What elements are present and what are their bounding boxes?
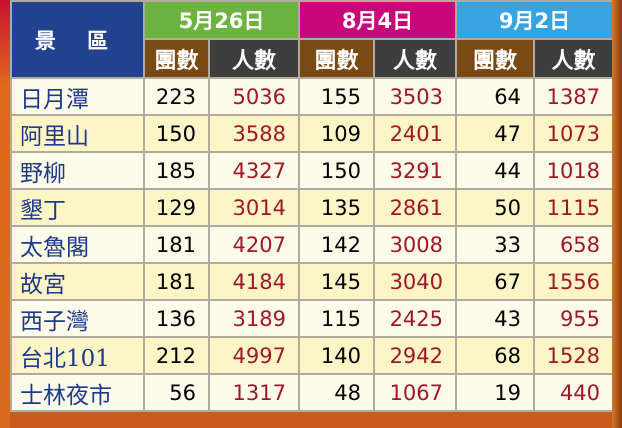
group-count: 47	[455, 114, 536, 153]
group-count: 181	[143, 262, 210, 301]
people-count-header: 人數	[533, 38, 615, 79]
area-header: 景 區	[10, 0, 145, 79]
group-count: 50	[455, 188, 536, 227]
table-row: 太魯閣 181 4207 142 3008 33 658	[10, 225, 615, 264]
group-count: 136	[143, 299, 210, 338]
group-count: 181	[143, 225, 210, 264]
people-count: 4184	[208, 262, 300, 301]
date-header: 9月2日	[455, 0, 615, 40]
group-count-header: 團數	[455, 38, 536, 79]
group-count: 155	[298, 77, 375, 116]
group-count-header: 團數	[298, 38, 375, 79]
area-name: 日月潭	[10, 77, 145, 116]
group-count: 223	[143, 77, 210, 116]
group-count: 145	[298, 262, 375, 301]
area-name: 野柳	[10, 151, 145, 190]
area-name: 西子灣	[10, 299, 145, 338]
table-row: 故宮 181 4184 145 3040 67 1556	[10, 262, 615, 301]
table-row: 日月潭 223 5036 155 3503 64 1387	[10, 77, 615, 116]
people-count: 1067	[372, 373, 458, 412]
people-count: 955	[533, 299, 615, 338]
group-count: 109	[298, 114, 375, 153]
table-row: 野柳 185 4327 150 3291 44 1018	[10, 151, 615, 190]
table-row: 阿里山 150 3588 109 2401 47 1073	[10, 114, 615, 153]
people-count: 1317	[208, 373, 300, 412]
group-count: 212	[143, 336, 210, 375]
area-name: 墾丁	[10, 188, 145, 227]
people-count: 1018	[533, 151, 615, 190]
people-count: 2942	[372, 336, 458, 375]
group-count: 48	[298, 373, 375, 412]
left-border	[0, 0, 10, 428]
people-count: 2425	[372, 299, 458, 338]
people-count: 4207	[208, 225, 300, 264]
people-count: 3291	[372, 151, 458, 190]
people-count: 2401	[372, 114, 458, 153]
area-name: 故宮	[10, 262, 145, 301]
group-count: 142	[298, 225, 375, 264]
people-count: 1556	[533, 262, 615, 301]
group-count: 185	[143, 151, 210, 190]
group-count: 19	[455, 373, 536, 412]
people-count: 3189	[208, 299, 300, 338]
group-count: 140	[298, 336, 375, 375]
table-row: 台北101 212 4997 140 2942 68 1528	[10, 336, 615, 375]
people-count: 3588	[208, 114, 300, 153]
group-count: 43	[455, 299, 536, 338]
group-count: 115	[298, 299, 375, 338]
visitor-table: 景 區 5月26日 8月4日 9月2日 團數 人數 團數 人數 團數 人數 日月…	[10, 0, 615, 412]
people-count: 3503	[372, 77, 458, 116]
area-name: 太魯閣	[10, 225, 145, 264]
people-count: 1115	[533, 188, 615, 227]
people-count: 1387	[533, 77, 615, 116]
people-count: 1528	[533, 336, 615, 375]
area-name: 阿里山	[10, 114, 145, 153]
group-count: 135	[298, 188, 375, 227]
people-count: 3040	[372, 262, 458, 301]
group-count: 129	[143, 188, 210, 227]
right-border	[612, 0, 622, 428]
area-name: 士林夜市	[10, 373, 145, 412]
group-count: 44	[455, 151, 536, 190]
group-count: 56	[143, 373, 210, 412]
people-count: 1073	[533, 114, 615, 153]
people-count: 3008	[372, 225, 458, 264]
date-header: 8月4日	[297, 0, 458, 40]
people-count: 4327	[208, 151, 300, 190]
people-count: 3014	[208, 188, 300, 227]
people-count-header: 人數	[372, 38, 458, 79]
people-count: 440	[533, 373, 615, 412]
group-count: 68	[455, 336, 536, 375]
people-count: 2861	[372, 188, 458, 227]
group-count: 67	[455, 262, 536, 301]
people-count: 5036	[208, 77, 300, 116]
people-count: 658	[533, 225, 615, 264]
group-count: 150	[298, 151, 375, 190]
people-count-header: 人數	[208, 38, 300, 79]
group-count: 150	[143, 114, 210, 153]
table-row: 士林夜市 56 1317 48 1067 19 440	[10, 373, 615, 412]
area-name: 台北101	[10, 336, 145, 375]
table-row: 西子灣 136 3189 115 2425 43 955	[10, 299, 615, 338]
group-count-header: 團數	[143, 38, 210, 79]
group-count: 64	[455, 77, 536, 116]
people-count: 4997	[208, 336, 300, 375]
table-row: 墾丁 129 3014 135 2861 50 1115	[10, 188, 615, 227]
group-count: 33	[455, 225, 536, 264]
date-header: 5月26日	[143, 0, 300, 40]
